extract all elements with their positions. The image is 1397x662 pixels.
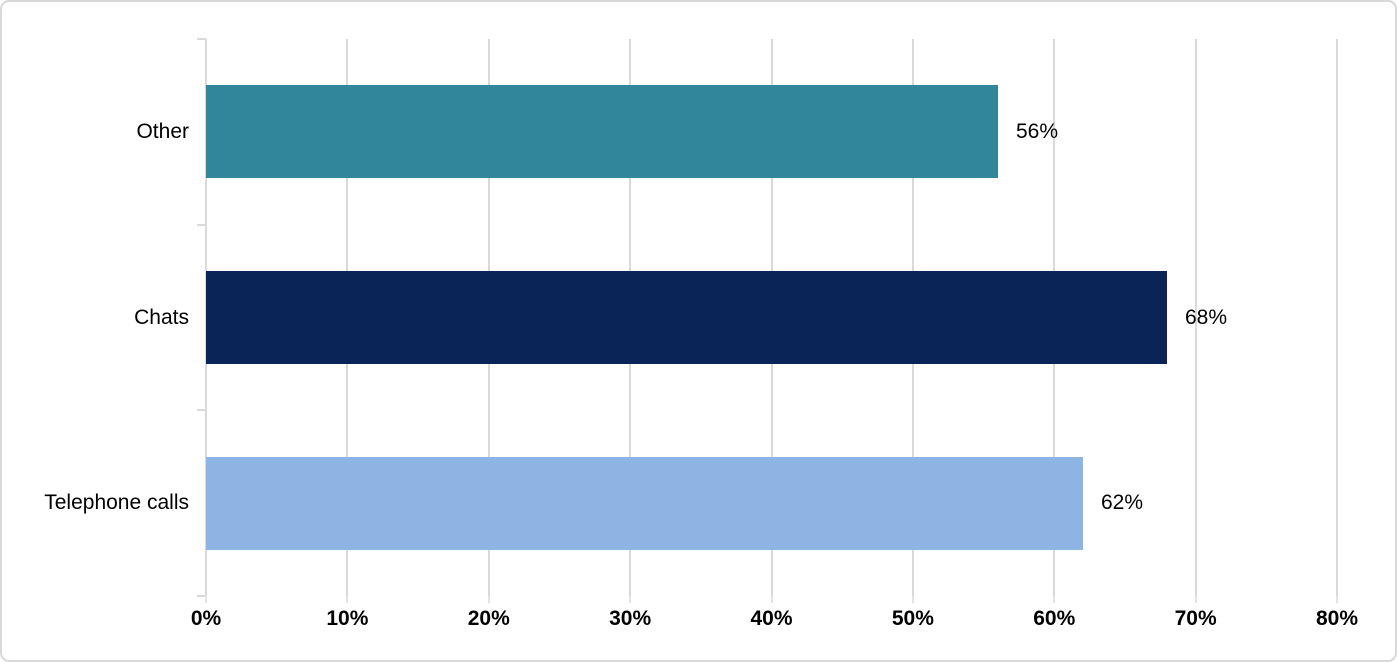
bar-telephone-calls [206,457,1083,550]
category-axis-tick [197,224,206,226]
x-axis-tick-label: 30% [609,607,652,630]
x-axis-tick [1194,596,1197,603]
bar-value-label: 62% [1101,491,1144,514]
bar-chats [206,271,1167,364]
category-label: Chats [134,306,189,329]
bar-other [206,85,998,178]
x-axis-tick [770,596,773,603]
category-axis-tick [197,409,206,411]
x-axis-tick-label: 40% [750,607,793,630]
x-axis-tick-label: 80% [1315,607,1359,630]
category-axis-tick [197,595,206,597]
x-axis-tick [205,596,207,603]
x-axis-tick [346,596,349,603]
bar-value-label: 68% [1185,306,1228,329]
x-axis-tick [911,596,914,603]
bar-value-label: 56% [1016,120,1059,143]
gridline [1194,39,1197,596]
x-axis-tick [1053,596,1056,603]
category-axis-tick [197,38,206,40]
x-axis-tick [629,596,632,603]
x-axis-tick-label: 0% [190,607,222,630]
x-axis-tick-label: 60% [1033,607,1076,630]
x-axis-tick-label: 10% [326,607,369,630]
x-axis-tick-label: 70% [1174,607,1217,630]
x-axis-tick-label: 50% [891,607,934,630]
plot-area: 56% 68% 62% [197,38,1338,597]
x-axis-tick-label: 20% [467,607,510,630]
category-label: Other [136,120,189,143]
x-axis-tick [1336,596,1338,603]
category-label: Telephone calls [44,491,189,514]
x-axis-tick [487,596,490,603]
gridline [1336,39,1338,596]
